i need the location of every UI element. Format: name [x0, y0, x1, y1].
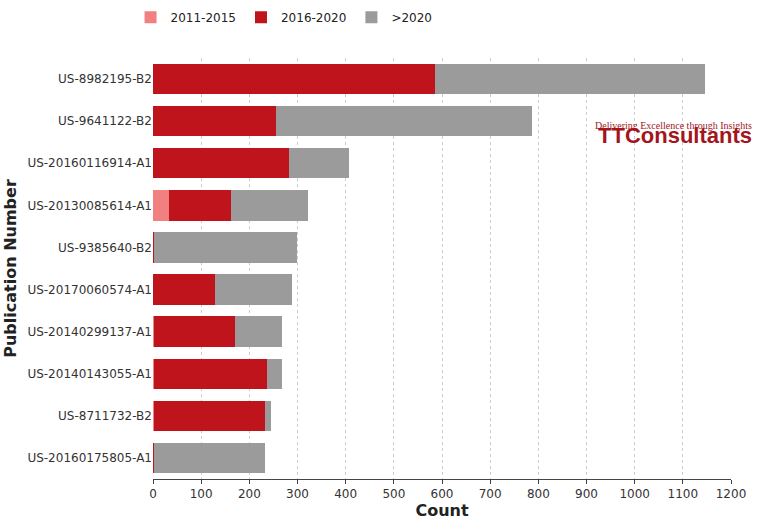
- svg-text:US-20140143055-A1: US-20140143055-A1: [27, 367, 152, 381]
- svg-text:US-20160175805-A1: US-20160175805-A1: [27, 451, 152, 465]
- svg-text:Count: Count: [415, 501, 469, 520]
- svg-text:1100: 1100: [668, 487, 699, 501]
- svg-text:500: 500: [382, 487, 405, 501]
- svg-text:US-9641122-B2: US-9641122-B2: [58, 114, 152, 128]
- svg-text:400: 400: [334, 487, 357, 501]
- svg-text:US-20130085614-A1: US-20130085614-A1: [27, 199, 152, 213]
- svg-text:1200: 1200: [716, 487, 747, 501]
- svg-text:900: 900: [575, 487, 598, 501]
- svg-text:200: 200: [238, 487, 261, 501]
- svg-text:Publication Number: Publication Number: [1, 179, 20, 358]
- svg-text:700: 700: [479, 487, 502, 501]
- svg-text:US-20160116914-A1: US-20160116914-A1: [27, 156, 152, 170]
- svg-text:300: 300: [286, 487, 309, 501]
- svg-text:2011-2015: 2011-2015: [171, 11, 236, 25]
- svg-text:US-9385640-B2: US-9385640-B2: [58, 241, 152, 255]
- svg-text:1000: 1000: [619, 487, 650, 501]
- svg-text:800: 800: [527, 487, 550, 501]
- svg-text:US-20140299137-A1: US-20140299137-A1: [27, 325, 152, 339]
- svg-text:2016-2020: 2016-2020: [281, 11, 346, 25]
- svg-text:600: 600: [431, 487, 454, 501]
- svg-text:100: 100: [190, 487, 213, 501]
- svg-text:TTConsultants: TTConsultants: [598, 123, 752, 148]
- svg-text:>2020: >2020: [391, 11, 432, 25]
- svg-text:Delivering Excellence through: Delivering Excellence through Insights: [595, 120, 752, 131]
- svg-text:US-20170060574-A1: US-20170060574-A1: [27, 283, 152, 297]
- svg-text:US-8982195-B2: US-8982195-B2: [58, 72, 152, 86]
- svg-text:US-8711732-B2: US-8711732-B2: [58, 409, 152, 423]
- svg-text:0: 0: [149, 487, 157, 501]
